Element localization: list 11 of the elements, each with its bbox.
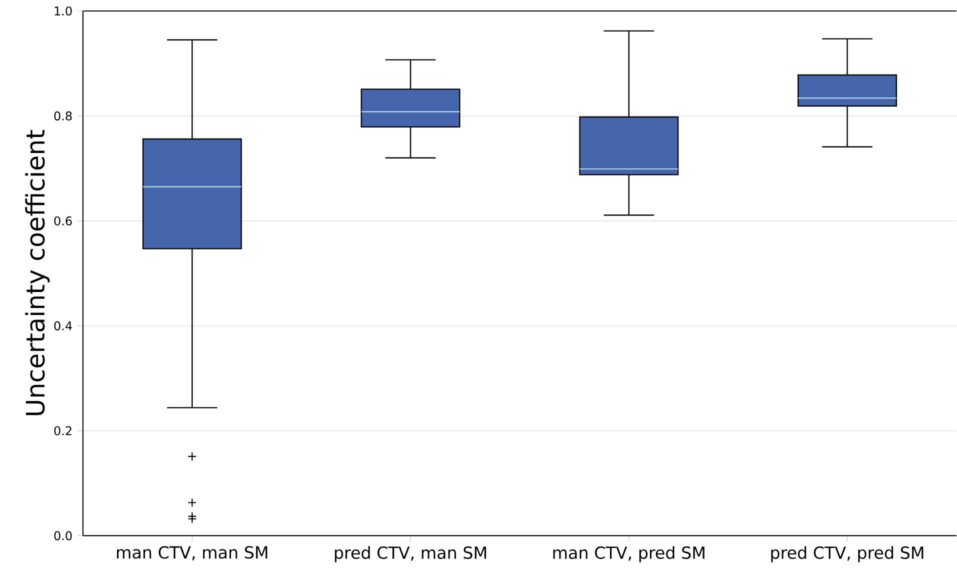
y-tick-label: 0.4	[54, 321, 72, 330]
y-tick-label: 0.0	[54, 531, 72, 540]
y-tick-label: 0.2	[54, 426, 72, 436]
y-tick-label: 1.0	[54, 6, 72, 16]
x-tick-label: man CTV, man SM	[117, 546, 268, 561]
y-tick-label: 0.6	[54, 216, 72, 226]
x-tick-label: pred CTV, man SM	[334, 546, 486, 562]
x-tick-label: pred CTV, pred SM	[771, 546, 924, 562]
y-tick-label: 0.8	[54, 112, 72, 121]
y-axis-title: Uncertainty coefficient	[25, 130, 50, 416]
x-tick-label: man CTV, pred SM	[553, 546, 704, 562]
